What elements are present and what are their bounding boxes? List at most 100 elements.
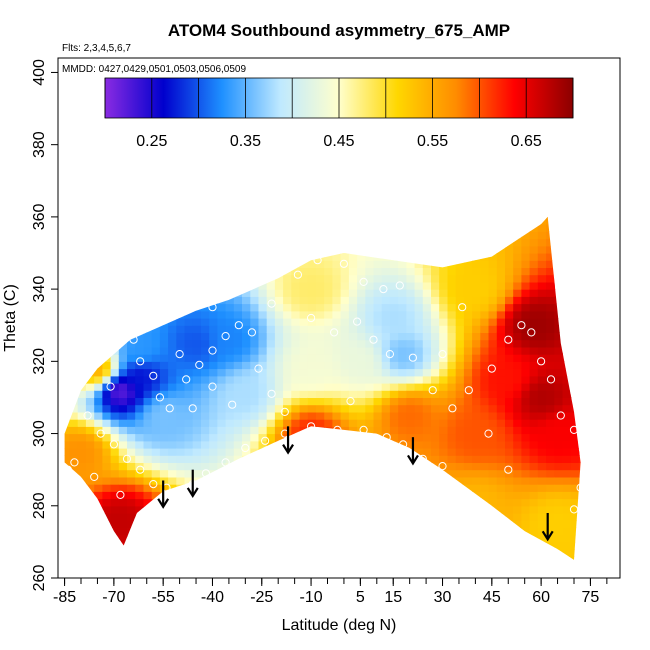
field-cell [127,484,136,492]
field-cell [307,216,317,225]
field-cell [521,346,531,355]
field-cell [94,375,103,384]
field-cell [439,339,448,348]
field-cell [537,274,547,283]
field-cell [389,426,399,435]
field-cell [578,289,581,297]
field-cell [348,462,358,471]
field-cell [472,491,481,500]
field-cell [389,411,399,420]
field-cell [233,440,243,449]
field-cell [447,325,457,333]
field-cell [463,339,473,348]
field-cell [398,281,407,290]
field-cell [480,361,490,370]
field-cell [225,462,235,471]
field-cell [365,238,375,247]
field-cell [225,325,235,333]
field-cell [143,556,153,560]
field-cell [381,216,391,218]
field-cell [201,498,210,507]
field-cell [578,433,581,442]
field-cell [578,375,581,384]
field-cell [316,462,325,471]
field-cell [340,332,350,341]
field-cell [431,556,440,560]
observation-point [395,281,404,290]
field-cell [225,440,235,449]
field-cell [64,260,71,268]
field-cell [299,238,309,247]
field-cell [422,253,432,261]
field-cell [201,462,210,471]
field-cell [472,332,481,341]
field-cell [439,281,448,290]
field-cell [414,404,424,413]
field-cell [69,491,79,500]
field-cell [381,440,391,449]
field-cell [324,253,333,261]
field-cell [505,310,514,319]
field-cell [250,303,260,312]
field-cell [225,433,235,442]
field-cell [135,310,144,319]
field-cell [455,513,465,521]
field-cell [381,267,391,276]
field-cell [546,289,555,297]
field-cell [439,462,448,471]
field-cell [159,354,169,362]
field-cell [324,419,333,427]
field-cell [250,289,260,297]
field-cell [94,448,103,456]
field-cell [373,339,383,348]
field-cell [135,513,144,521]
field-cell [554,448,564,456]
field-cell [225,404,235,413]
field-cell [570,541,580,550]
field-cell [447,534,457,543]
field-cell [398,303,407,312]
field-cell [578,397,581,406]
field-cell [554,426,564,435]
field-cell [274,513,284,521]
field-cell [340,541,350,550]
field-cell [258,231,268,240]
field-cell [472,527,481,536]
field-cell [266,289,276,297]
field-cell [562,260,572,268]
field-cell [505,375,514,384]
field-cell [316,476,325,485]
field-cell [480,245,490,254]
field-cell [570,383,580,391]
field-cell [307,469,317,478]
field-cell [439,274,448,283]
field-cell [209,289,218,297]
field-cell [546,433,555,442]
field-cell [513,231,522,240]
field-cell [529,549,539,557]
field-cell [472,549,481,557]
field-cell [431,267,440,276]
field-cell [324,527,333,536]
field-cell [529,534,539,543]
field-cell [118,411,128,420]
field-cell [274,260,284,268]
field-cell [168,491,177,500]
field-cell [225,390,235,398]
field-cell [307,549,317,557]
field-cell [258,476,268,485]
field-cell [480,440,490,449]
field-cell [110,274,120,283]
field-cell [455,231,465,240]
field-cell [340,289,350,297]
field-cell [250,462,260,471]
field-cell [192,404,202,413]
field-cell [439,534,448,543]
field-cell [496,361,506,370]
field-cell [176,267,186,276]
field-cell [135,397,144,406]
field-cell [488,404,498,413]
field-cell [472,534,481,543]
field-cell [455,556,465,560]
field-cell [192,541,202,550]
